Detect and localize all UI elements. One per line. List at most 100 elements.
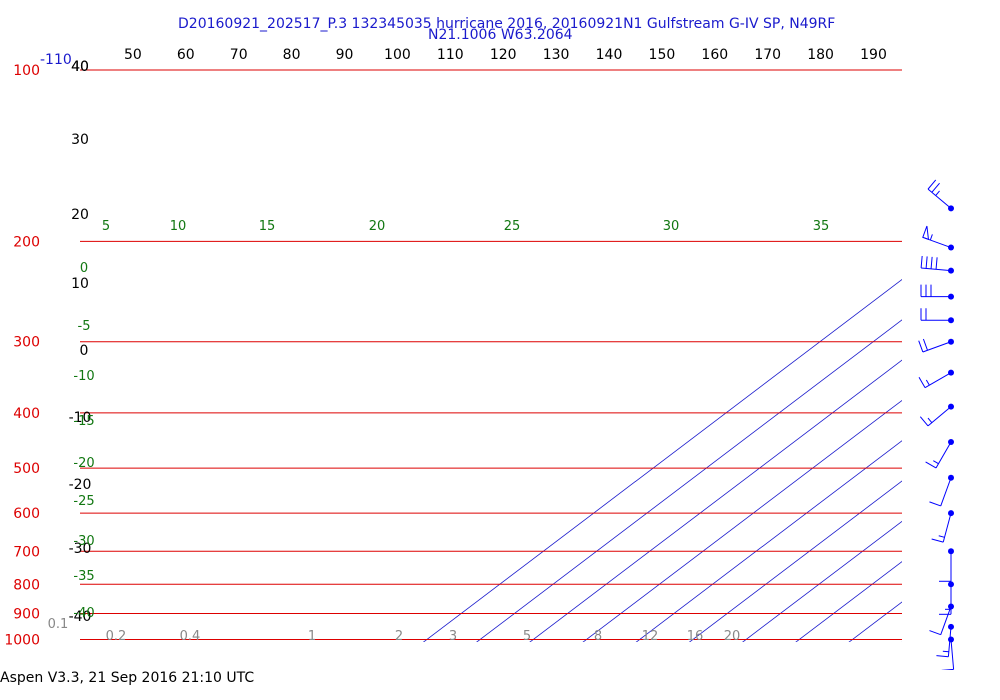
dry-adiabat-label: -40 — [69, 609, 92, 625]
wind-barb-feather — [929, 501, 941, 507]
wind-barb-feather — [925, 256, 928, 269]
wind-barb — [929, 603, 954, 636]
mixing-ratio-lines — [977, 413, 1000, 663]
wind-barb — [929, 474, 954, 507]
wind-barb-half-feather — [942, 650, 949, 653]
moist-adiabat-label: 35 — [813, 219, 830, 234]
wind-barb-staff — [924, 372, 952, 389]
top-axis-label: 50 — [124, 47, 142, 63]
moist-adiabat-label: -20 — [73, 456, 94, 471]
wind-barb — [918, 338, 954, 353]
dry-adiabat-label: 40 — [71, 59, 89, 75]
mixing-ratio-label: 2 — [395, 629, 403, 644]
mixing-ratio-label: 16 — [687, 629, 704, 644]
isotherms — [422, 30, 1000, 652]
wind-barb-feather — [919, 416, 929, 427]
wind-barb-feather — [918, 377, 926, 388]
isotherm-line — [635, 440, 902, 642]
wind-barb-half-feather — [933, 460, 939, 465]
dry-adiabat-label: -30 — [69, 541, 92, 557]
isotherm-line — [582, 399, 902, 642]
wind-barb — [939, 548, 954, 582]
isotherm-line — [795, 561, 902, 642]
moist-adiabat-label: 15 — [259, 219, 276, 234]
dry-adiabat-label: -20 — [69, 477, 92, 493]
chart-title-line1: D20160921_202517_P.3 132345035 hurricane… — [178, 16, 836, 32]
mixing-ratio-label: 8 — [594, 629, 602, 644]
wind-barb-staff — [950, 639, 955, 670]
dry-adiabat-label: 0 — [80, 343, 89, 359]
dry-adiabat-label: 10 — [71, 276, 89, 292]
isotherm-line — [476, 319, 902, 642]
dry-adiabat-line — [906, 15, 1000, 663]
wind-barb-half-feather — [925, 379, 930, 386]
pressure-label: 800 — [13, 577, 40, 593]
top-axis-label: 110 — [437, 47, 464, 63]
top-axis-label: 150 — [649, 47, 676, 63]
pressure-label: 600 — [13, 506, 40, 522]
pressure-label: 100 — [13, 63, 40, 79]
wind-barb-feather — [922, 338, 928, 351]
moist-adiabat-label: -40 — [73, 606, 94, 621]
wind-barb-half-feather — [935, 190, 940, 196]
top-axis-label: 70 — [230, 47, 248, 63]
dry-adiabat-label: -10 — [69, 410, 92, 426]
moist-adiabat-label: -30 — [73, 534, 94, 549]
moist-adiabat-label: 25 — [504, 219, 521, 234]
wind-barb-feather — [927, 179, 937, 190]
moist-adiabat-label: -5 — [78, 319, 91, 334]
wind-barb-half-feather — [938, 535, 945, 538]
mixing-ratio-label: 0.1 — [48, 617, 69, 632]
pressure-label: 1000 — [4, 633, 40, 649]
wind-barb-half-feather — [927, 417, 933, 424]
wind-barb-feather — [930, 256, 933, 269]
wind-barb — [936, 623, 954, 658]
moist-adiabat-label: -25 — [73, 494, 94, 509]
dry-adiabat-label: 30 — [71, 132, 89, 148]
mixing-ratio-label: 0.2 — [106, 629, 127, 644]
mixing-ratio-label: 0.4 — [180, 629, 201, 644]
top-axis-label: 40 — [71, 59, 89, 75]
wind-barb-feather — [925, 461, 937, 469]
isotherm-label: -110 — [40, 52, 72, 68]
isotherm-line — [848, 601, 902, 642]
wind-barb-feather — [918, 340, 924, 353]
pressure-label: 900 — [13, 606, 40, 622]
top-axis-label: 130 — [543, 47, 570, 63]
wind-barb-feather — [936, 655, 949, 658]
wind-barb-staff — [927, 406, 952, 427]
wind-barb — [919, 403, 954, 427]
mixing-ratio-line — [977, 413, 1000, 663]
wind-barb-staff — [940, 606, 952, 635]
wind-barb — [931, 510, 954, 543]
wind-barb-half-feather — [929, 234, 933, 241]
wind-barb-pennant — [922, 225, 930, 241]
isotherm-line — [688, 480, 902, 642]
mixing-ratio-label: 20 — [724, 629, 741, 644]
top-axis-label: 140 — [596, 47, 623, 63]
chart-title-line2: N21.1006 W63.2064 — [428, 27, 573, 43]
top-axis-label: 170 — [754, 47, 781, 63]
moist-adiabat-label: 0 — [80, 261, 88, 276]
pressure-label: 200 — [13, 234, 40, 250]
top-axis-label: 190 — [860, 47, 887, 63]
isotherm-line — [742, 520, 902, 642]
wind-barbs — [918, 179, 955, 670]
moist-adiabat-label: -15 — [73, 414, 94, 429]
moist-adiabat-label: 10 — [170, 219, 187, 234]
wind-barb — [925, 439, 954, 469]
wind-barb — [920, 284, 954, 300]
top-axis-label: 120 — [490, 47, 517, 63]
top-axis-label: 80 — [283, 47, 301, 63]
mixing-ratio-label: 3 — [449, 629, 457, 644]
isotherm-line — [996, 30, 1000, 652]
wind-barb — [918, 369, 954, 389]
mixing-ratio-label: 5 — [523, 629, 531, 644]
wind-barb — [920, 255, 954, 274]
top-axis-label: 160 — [701, 47, 728, 63]
wind-barb-feather — [941, 668, 954, 670]
wind-barb-feather — [931, 182, 940, 193]
wind-barb — [941, 636, 955, 670]
